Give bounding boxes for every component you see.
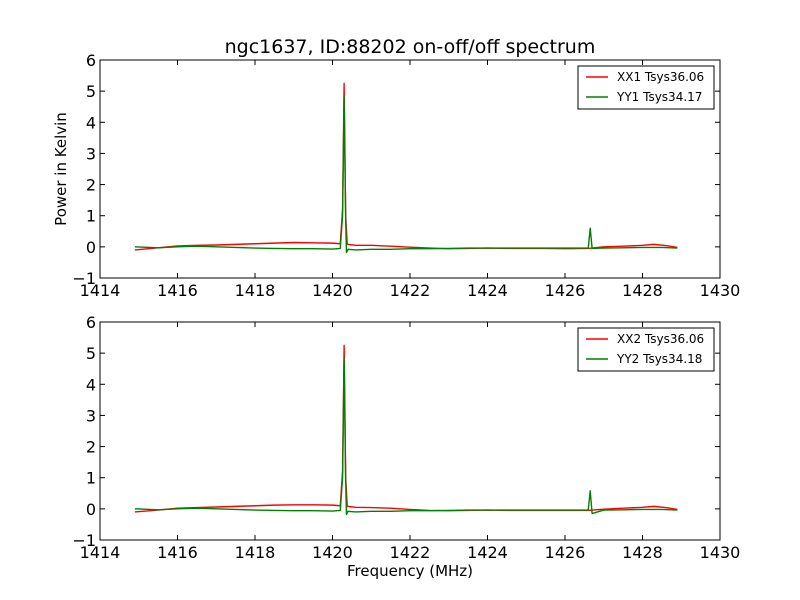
x-tick-label: 1426 (545, 281, 586, 300)
series-group (134, 344, 678, 516)
legend: XX1 Tsys36.06 YY1 Tsys34.17 (577, 65, 715, 110)
x-tick-label: 1430 (700, 281, 741, 300)
legend-label: XX1 Tsys36.06 (617, 70, 704, 84)
legend: XX2 Tsys36.06 YY2 Tsys34.18 (577, 327, 715, 372)
y-tick-label: 4 (86, 113, 96, 132)
y-tick-label: 2 (86, 438, 96, 457)
y-tick-label: 5 (86, 344, 96, 363)
y-tick-label: 4 (86, 375, 96, 394)
y-tick-label: 3 (86, 144, 96, 163)
chart-title: ngc1637, ID:88202 on-off/off spectrum (225, 36, 596, 58)
y-tick-label: −1 (72, 269, 96, 288)
y-tick-label: 1 (86, 207, 96, 226)
x-tick-label: 1414 (80, 543, 121, 562)
y-tick-label: 5 (86, 82, 96, 101)
x-tick-label: 1420 (312, 543, 353, 562)
x-tick-label: 1430 (700, 543, 741, 562)
y-tick-label: −1 (72, 531, 96, 550)
legend-box (577, 65, 715, 110)
series-group (134, 82, 678, 254)
y-tick-label: 6 (86, 313, 96, 332)
y-tick-label: 6 (86, 51, 96, 70)
bottom-spectrum-panel: 1414 1416 1418 1420 1422 1424 1426 1428 1430−101… (72, 313, 740, 562)
x-tick-label: 1418 (235, 281, 276, 300)
legend-box (577, 327, 715, 372)
y-tick-label: 0 (86, 238, 96, 257)
legend-label: YY2 Tsys34.18 (616, 352, 702, 366)
x-tick-label: 1418 (235, 543, 276, 562)
series-line-yy (134, 357, 678, 516)
x-axis-label: Frequency (MHz) (347, 562, 473, 580)
y-tick-label: 2 (86, 176, 96, 195)
x-tick-label: 1420 (312, 281, 353, 300)
x-tick-label: 1424 (467, 281, 508, 300)
x-tick-label: 1422 (390, 281, 431, 300)
x-tick-label: 1414 (80, 281, 121, 300)
legend-label: YY1 Tsys34.17 (616, 90, 702, 104)
x-tick-label: 1428 (622, 543, 663, 562)
series-line-xx (134, 344, 678, 513)
y-tick-label: 3 (86, 406, 96, 425)
y-tick-label: 1 (86, 469, 96, 488)
y-tick-label: 0 (86, 500, 96, 519)
x-tick-label: 1424 (467, 543, 508, 562)
x-tick-label: 1428 (622, 281, 663, 300)
y-axis-label: Power in Kelvin (52, 112, 70, 226)
x-tick-label: 1426 (545, 543, 586, 562)
series-line-yy (134, 95, 678, 254)
x-tick-label: 1422 (390, 543, 431, 562)
x-tick-label: 1416 (157, 281, 198, 300)
top-spectrum-panel: 1414 1416 1418 1420 1422 1424 1426 1428 1430−101… (72, 51, 740, 300)
x-tick-label: 1416 (157, 543, 198, 562)
legend-label: XX2 Tsys36.06 (617, 332, 704, 346)
